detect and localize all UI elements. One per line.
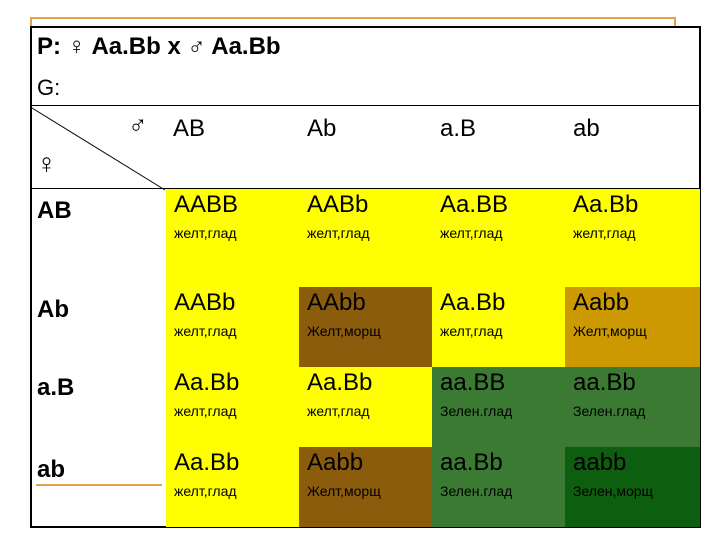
cell-genotype: Aa.Bb	[440, 289, 506, 316]
row-header-gamete: a.B	[37, 374, 75, 401]
cell-phenotype: Зелен.глад	[573, 403, 646, 419]
row-header-gamete: ab	[37, 456, 66, 483]
cell-phenotype: Зелен,морщ	[573, 483, 654, 499]
cell-genotype: AABb	[307, 191, 369, 218]
cell-genotype: Aa.Bb	[307, 369, 373, 396]
punnett-cell: AABb желт,глад	[299, 189, 432, 287]
cell-genotype: Aa.Bb	[174, 449, 240, 476]
punnett-cell: AABb желт,глад	[166, 287, 299, 367]
punnett-frame	[30, 26, 701, 528]
header-divider	[30, 105, 701, 106]
punnett-cell: AABB желт,глад	[166, 189, 299, 287]
row-header-gamete: Ab	[37, 296, 69, 323]
cell-phenotype: желт,глад	[440, 323, 503, 339]
cell-genotype: AABB	[174, 191, 239, 218]
cell-phenotype: желт,глад	[174, 225, 237, 241]
parents-line: P: ♀ Aa.Bb x ♂ Aa.Bb	[37, 33, 281, 60]
punnett-cell: aa.Bb Зелен.глад	[565, 367, 700, 447]
cell-phenotype: желт,глад	[440, 225, 503, 241]
punnett-cell: Aa.BB желт,глад	[432, 189, 565, 287]
cell-phenotype: желт,глад	[573, 225, 636, 241]
punnett-cell: Aa.Bb желт,глад	[432, 287, 565, 367]
cell-genotype: aa.Bb	[440, 449, 503, 476]
cell-genotype: AABb	[174, 289, 236, 316]
cell-genotype: Aa.Bb	[174, 369, 240, 396]
decorative-top-line	[30, 17, 676, 19]
row-header-gamete: AB	[37, 197, 72, 224]
cell-phenotype: Желт,морщ	[307, 323, 381, 339]
male-symbol: ♂	[128, 110, 148, 140]
column-header-gamete: ab	[573, 115, 600, 142]
corner-diagonal-line	[31, 107, 166, 191]
cell-phenotype: Зелен.глад	[440, 483, 513, 499]
cell-phenotype: желт,глад	[174, 403, 237, 419]
punnett-cell: Aabb Желт,морщ	[565, 287, 700, 367]
punnett-cell: Aa.Bb желт,глад	[166, 447, 299, 527]
column-header-gamete: Ab	[307, 115, 337, 142]
gametes-label: G:	[37, 75, 61, 100]
female-symbol: ♀	[36, 148, 57, 179]
cell-genotype: aabb	[573, 449, 627, 476]
punnett-cell: aa.Bb Зелен.глад	[432, 447, 565, 527]
punnett-cell: aa.BB Зелен.глад	[432, 367, 565, 447]
cell-genotype: Aabb	[307, 449, 364, 476]
punnett-cell: Aabb Желт,морщ	[299, 447, 432, 527]
cell-genotype: Aabb	[573, 289, 630, 316]
cell-genotype: aa.Bb	[573, 369, 636, 396]
cell-phenotype: желт,глад	[307, 403, 370, 419]
cell-genotype: aa.BB	[440, 369, 506, 396]
decorative-left-tick	[30, 17, 32, 27]
column-header-gamete: a.B	[440, 115, 477, 142]
cell-phenotype: желт,глад	[174, 483, 237, 499]
cell-genotype: Aa.Bb	[573, 191, 639, 218]
cell-phenotype: Желт,морщ	[573, 323, 647, 339]
decorative-bottom-line	[36, 484, 162, 486]
cell-phenotype: желт,глад	[307, 225, 370, 241]
punnett-cell: Aa.Bb желт,глад	[565, 189, 700, 287]
punnett-cell: Aa.Bb желт,глад	[166, 367, 299, 447]
cell-phenotype: Желт,морщ	[307, 483, 381, 499]
decorative-right-tick	[674, 17, 676, 27]
cell-phenotype: Зелен.глад	[440, 403, 513, 419]
column-header-gamete: AB	[173, 115, 206, 142]
cell-genotype: AAbb	[307, 289, 366, 316]
column-header-divider	[30, 188, 701, 189]
cell-genotype: Aa.BB	[440, 191, 509, 218]
punnett-cell: AAbb Желт,морщ	[299, 287, 432, 367]
punnett-cell: Aa.Bb желт,глад	[299, 367, 432, 447]
punnett-cell: aabb Зелен,морщ	[565, 447, 700, 527]
cell-phenotype: желт,глад	[174, 323, 237, 339]
